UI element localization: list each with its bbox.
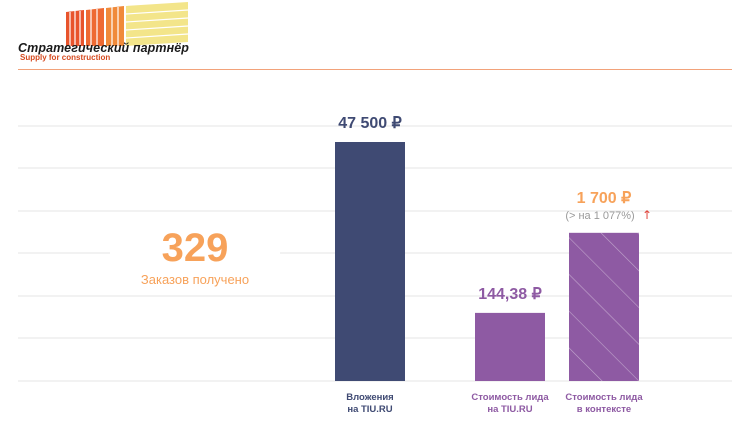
bar-hatch bbox=[569, 232, 639, 381]
increase-annotation: (> на 1 077%) bbox=[565, 210, 634, 222]
category-label: на TIU.RU bbox=[487, 404, 532, 415]
bars-group bbox=[335, 142, 639, 381]
header-divider bbox=[18, 69, 732, 70]
orders-label: Заказов получено bbox=[140, 272, 250, 287]
kpi-block: 329 Заказов получено bbox=[110, 222, 280, 295]
category-label: на TIU.RU bbox=[347, 404, 392, 415]
logo-title: Стратегический партнёр bbox=[18, 41, 190, 55]
bar bbox=[475, 312, 545, 381]
logo-subtitle: Supply for construction bbox=[20, 53, 111, 62]
category-label: Стоимость лида bbox=[565, 392, 643, 403]
category-label: Стоимость лида bbox=[471, 392, 549, 403]
category-label: в контексте bbox=[577, 404, 631, 415]
value-label: 47 500 ₽ bbox=[338, 115, 402, 132]
value-label: 144,38 ₽ bbox=[478, 286, 542, 303]
header: Стратегический партнёр Supply for constr… bbox=[0, 0, 750, 72]
category-label: Вложения bbox=[346, 392, 393, 403]
up-arrow-icon: ↑ bbox=[642, 208, 652, 222]
orders-count: 329 bbox=[161, 226, 229, 270]
logo-building-icon bbox=[66, 2, 188, 46]
bar bbox=[335, 142, 405, 381]
value-label: 1 700 ₽ bbox=[577, 190, 632, 207]
